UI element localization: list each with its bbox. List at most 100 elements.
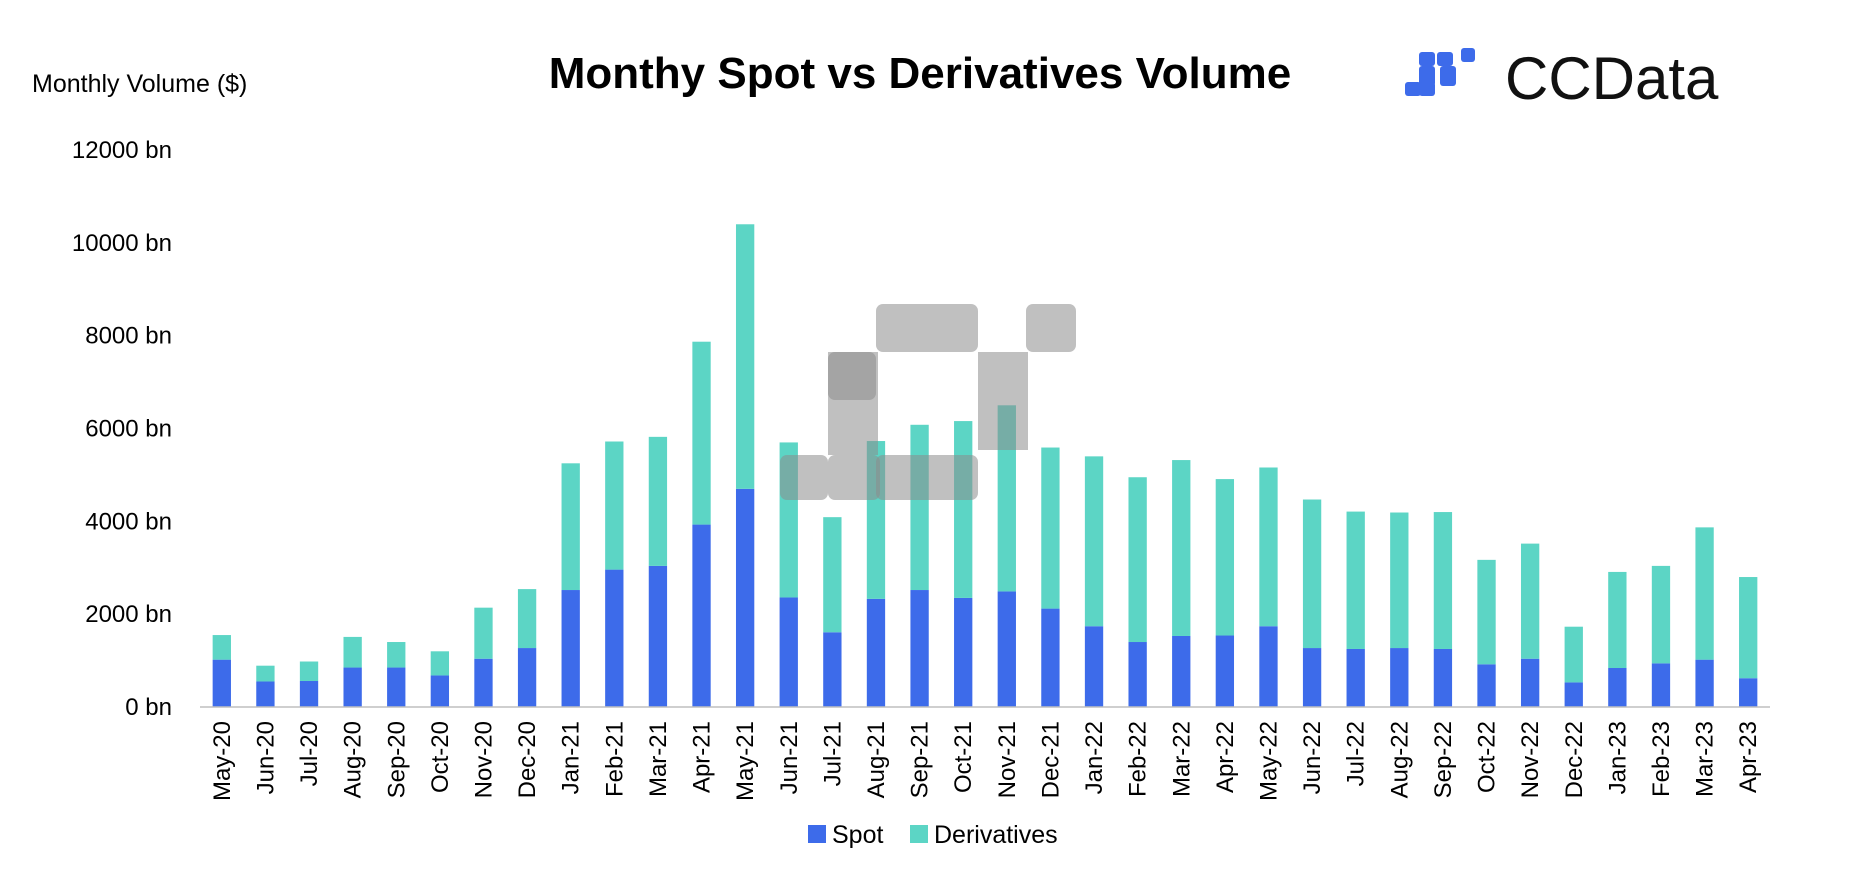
bar-derivatives-jul-20 [299, 661, 319, 682]
legend-label-derivatives: Derivatives [934, 821, 1058, 849]
bar-derivatives-feb-21 [605, 441, 624, 570]
bar-spot-mar-22 [1172, 635, 1191, 707]
bar-derivatives-may-22 [1259, 467, 1278, 627]
x-tick-label: Apr-22 [1212, 721, 1239, 793]
bar-derivatives-jan-23 [1608, 571, 1627, 669]
bar-spot-aug-20 [343, 667, 362, 707]
bar-spot-jul-20 [299, 681, 319, 707]
y-tick-label: 6000 bn [85, 416, 172, 443]
y-tick-label: 0 bn [125, 694, 172, 721]
x-axis: May-20 Jun-20 Jul-20 Aug-20 Sep-20 Oct-20 Nov-… [209, 721, 1762, 801]
x-tick-label: Jun-20 [252, 721, 279, 794]
x-tick-label: Mar-21 [645, 721, 672, 797]
bar-spot-apr-21 [692, 524, 711, 707]
bar-spot-jul-21 [823, 632, 842, 707]
legend-swatch-derivatives [910, 825, 928, 843]
bar-derivatives-feb-22 [1128, 477, 1147, 643]
x-tick-label: Jan-22 [1081, 721, 1108, 794]
bar-spot-aug-22 [1390, 648, 1409, 707]
bar-derivatives-nov-21 [997, 405, 1016, 592]
x-tick-label: Sep-22 [1430, 721, 1457, 798]
x-tick-label: Dec-22 [1561, 721, 1588, 798]
bar-derivatives-dec-20 [517, 589, 537, 649]
x-tick-label: May-21 [732, 721, 759, 801]
watermark-logo [780, 304, 1076, 500]
bar-spot-apr-23 [1739, 678, 1758, 707]
bars [212, 224, 1758, 707]
bar-spot-jan-23 [1608, 668, 1627, 707]
bar-derivatives-jul-21 [823, 517, 842, 633]
bar-derivatives-mar-23 [1695, 527, 1714, 660]
legend-label-spot: Spot [832, 821, 883, 849]
chart-title: Monthy Spot vs Derivatives Volume [549, 49, 1291, 98]
bar-spot-dec-21 [1041, 608, 1060, 707]
bar-derivatives-mar-21 [648, 436, 668, 566]
bar-spot-may-22 [1259, 626, 1278, 707]
bar-derivatives-jul-22 [1346, 511, 1365, 649]
bar-spot-nov-22 [1520, 658, 1540, 707]
bar-spot-sep-21 [910, 590, 929, 707]
bar-spot-may-21 [735, 488, 755, 707]
bar-spot-oct-21 [954, 597, 973, 707]
bar-derivatives-sep-22 [1433, 512, 1453, 649]
bar-spot-aug-21 [866, 598, 886, 707]
x-tick-label: Mar-23 [1692, 721, 1719, 797]
bar-derivatives-nov-20 [474, 607, 493, 659]
bar-spot-mar-21 [648, 565, 668, 707]
bar-derivatives-nov-22 [1520, 543, 1540, 659]
bar-derivatives-aug-22 [1390, 512, 1409, 649]
ccdata-logo-text: CCData [1505, 45, 1719, 112]
bar-spot-dec-20 [517, 648, 537, 707]
x-tick-label: Jun-21 [776, 721, 803, 794]
x-tick-label: Aug-20 [340, 721, 367, 798]
x-tick-label: Nov-21 [994, 721, 1021, 798]
x-tick-label: May-20 [209, 721, 236, 801]
bar-derivatives-apr-23 [1739, 577, 1758, 679]
bar-spot-nov-21 [997, 591, 1016, 707]
bar-spot-feb-23 [1651, 663, 1671, 707]
bar-spot-sep-22 [1433, 648, 1453, 707]
bar-derivatives-oct-20 [430, 651, 450, 676]
bar-derivatives-jun-20 [256, 665, 275, 682]
x-tick-label: Apr-23 [1735, 721, 1762, 793]
y-tick-label: 2000 bn [85, 601, 172, 628]
x-tick-label: Aug-21 [863, 721, 890, 798]
x-tick-label: Sep-20 [383, 721, 410, 798]
bar-spot-oct-20 [430, 675, 450, 707]
bar-derivatives-apr-22 [1215, 479, 1235, 636]
legend: Spot Derivatives [808, 821, 1058, 849]
x-tick-label: May-22 [1255, 721, 1282, 801]
bar-spot-jan-22 [1084, 626, 1104, 707]
x-tick-label: Sep-21 [907, 721, 934, 798]
bar-derivatives-mar-22 [1172, 460, 1191, 636]
x-tick-label: Feb-22 [1125, 721, 1152, 797]
x-tick-label: Aug-22 [1386, 721, 1413, 798]
x-tick-label: Nov-22 [1517, 721, 1544, 798]
bar-spot-jun-21 [779, 597, 798, 707]
x-tick-label: Feb-21 [601, 721, 628, 797]
ccdata-logo: CCData [1405, 45, 1719, 112]
bar-spot-oct-22 [1477, 664, 1496, 707]
bar-derivatives-may-20 [212, 635, 231, 660]
bar-spot-feb-21 [605, 569, 624, 707]
bar-derivatives-jan-22 [1084, 456, 1104, 627]
bar-derivatives-jun-22 [1302, 499, 1322, 649]
x-tick-label: Mar-22 [1168, 721, 1195, 797]
x-tick-label: Dec-20 [514, 721, 541, 798]
bar-spot-jul-22 [1346, 648, 1365, 707]
bar-derivatives-jan-21 [561, 463, 580, 591]
bar-spot-mar-23 [1695, 659, 1714, 707]
x-tick-label: Jul-22 [1343, 721, 1370, 786]
bar-derivatives-sep-20 [387, 642, 406, 668]
x-tick-label: Jul-20 [296, 721, 323, 786]
bar-spot-feb-22 [1128, 642, 1147, 707]
x-tick-label: Nov-20 [470, 721, 497, 798]
bar-derivatives-oct-22 [1477, 559, 1496, 665]
bar-derivatives-apr-21 [692, 341, 711, 525]
y-tick-label: 8000 bn [85, 323, 172, 350]
bar-spot-jan-21 [561, 590, 580, 707]
x-tick-label: Jan-23 [1604, 721, 1631, 794]
y-tick-label: 12000 bn [72, 137, 172, 164]
y-axis-label: Monthly Volume ($) [32, 70, 247, 98]
